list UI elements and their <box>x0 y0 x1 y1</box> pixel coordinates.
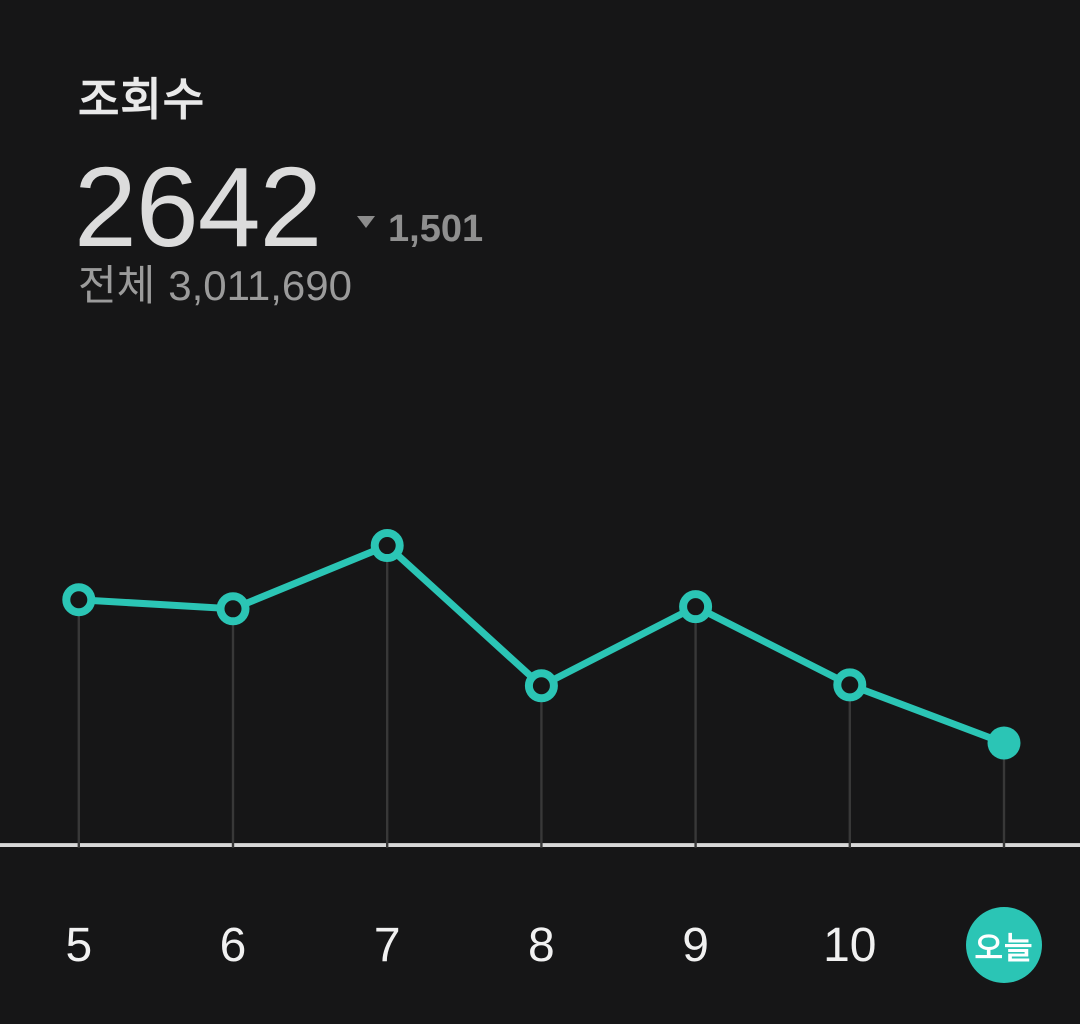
decrease-triangle-icon <box>357 216 375 228</box>
total-views-prefix: 전체 <box>78 262 156 309</box>
delta-indicator: 1,501 <box>357 210 483 248</box>
data-point-7[interactable] <box>370 529 404 563</box>
today-badge[interactable]: 오늘 <box>966 907 1042 983</box>
x-axis-label-7[interactable]: 7 <box>373 919 401 972</box>
current-views-value: 2642 <box>74 144 322 270</box>
data-point-9[interactable] <box>679 590 713 624</box>
total-views: 전체 3,011,690 <box>78 262 353 309</box>
page-title: 조회수 <box>78 74 206 125</box>
data-point-8[interactable] <box>524 669 558 703</box>
x-axis-label-5[interactable]: 5 <box>65 919 93 972</box>
data-point-10[interactable] <box>833 668 867 702</box>
x-axis-label-8[interactable]: 8 <box>528 919 555 972</box>
total-views-value: 3,011,690 <box>168 262 353 309</box>
x-axis-label-6[interactable]: 6 <box>219 919 247 972</box>
x-axis-line <box>0 843 1080 847</box>
x-axis-label-10[interactable]: 10 <box>823 919 877 972</box>
data-point-5[interactable] <box>62 583 96 617</box>
delta-value: 1,501 <box>388 208 484 250</box>
data-point-today[interactable] <box>987 726 1021 760</box>
data-point-6[interactable] <box>216 592 250 626</box>
x-axis-label-9[interactable]: 9 <box>682 919 709 972</box>
